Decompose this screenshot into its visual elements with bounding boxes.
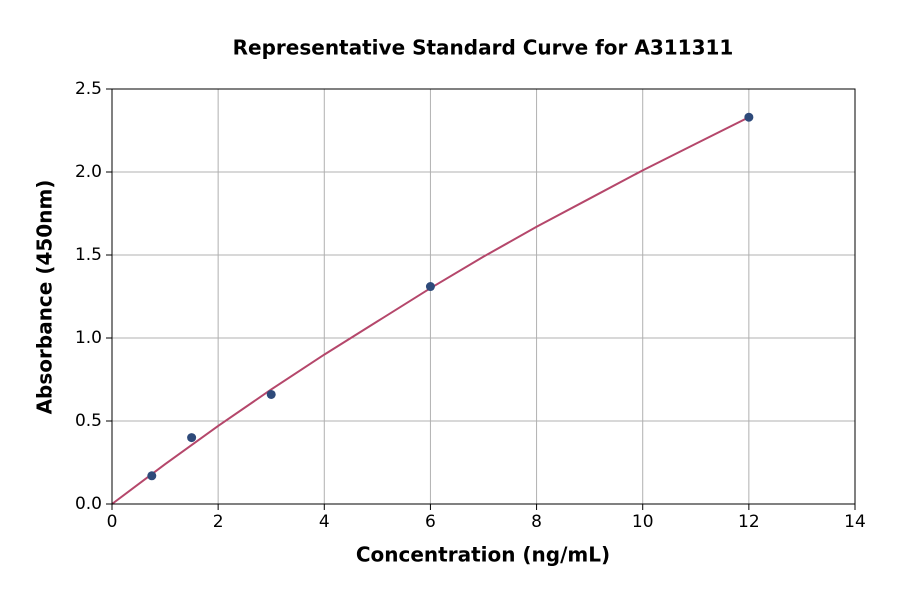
- data-point: [147, 471, 157, 481]
- data-point: [744, 112, 754, 122]
- x-tick-label: 0: [107, 512, 118, 532]
- x-tick-label: 14: [844, 512, 866, 532]
- y-tick-label: 1.5: [75, 245, 102, 265]
- x-tick-label: 6: [425, 512, 436, 532]
- y-axis-label: Absorbance (450nm): [33, 180, 57, 415]
- data-point: [266, 389, 276, 399]
- x-tick-label: 8: [531, 512, 542, 532]
- y-tick-label: 2.5: [75, 79, 102, 99]
- x-axis-label: Concentration (ng/mL): [356, 543, 610, 567]
- x-tick-label: 4: [319, 512, 330, 532]
- y-tick-label: 0.0: [75, 494, 102, 514]
- x-tick-label: 2: [213, 512, 224, 532]
- y-tick-label: 0.5: [75, 411, 102, 431]
- plot-frame: [111, 88, 856, 505]
- x-tick-label: 12: [738, 512, 760, 532]
- data-point: [187, 433, 197, 443]
- y-tick-label: 2.0: [75, 162, 102, 182]
- x-tick-label: 10: [632, 512, 654, 532]
- chart-title: Representative Standard Curve for A31131…: [233, 36, 734, 60]
- y-tick-label: 1.0: [75, 328, 102, 348]
- data-point: [425, 282, 435, 292]
